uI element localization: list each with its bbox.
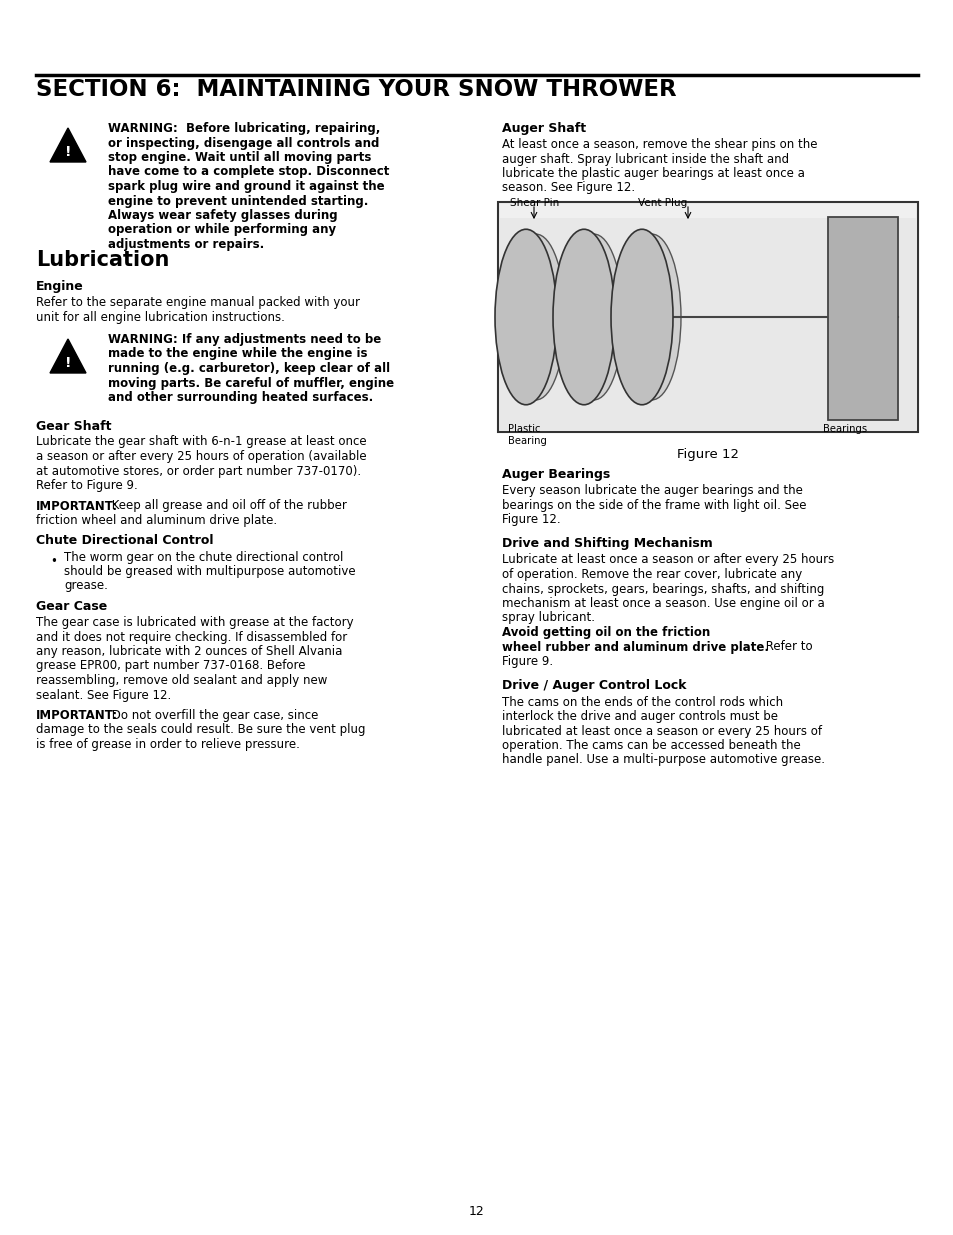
Text: 12: 12 [469,1205,484,1218]
Text: The cams on the ends of the control rods which: The cams on the ends of the control rods… [501,695,782,709]
Text: have come to a complete stop. Disconnect: have come to a complete stop. Disconnect [108,165,389,179]
Text: operation or while performing any: operation or while performing any [108,224,335,236]
Text: lubricated at least once a season or every 25 hours of: lubricated at least once a season or eve… [501,725,821,737]
Text: WARNING: If any adjustments need to be: WARNING: If any adjustments need to be [108,333,381,346]
Bar [827,217,897,420]
Text: should be greased with multipurpose automotive: should be greased with multipurpose auto… [64,564,355,578]
Text: mechanism at least once a season. Use engine oil or a: mechanism at least once a season. Use en… [501,597,824,610]
Text: Bearings: Bearings [822,424,866,433]
Text: Lubricate the gear shaft with 6-n-1 grease at least once: Lubricate the gear shaft with 6-n-1 grea… [36,436,366,448]
Bar [499,219,915,430]
Text: WARNING:  Before lubricating, repairing,: WARNING: Before lubricating, repairing, [108,122,380,135]
Text: Auger Shaft: Auger Shaft [501,122,585,135]
Text: Refer to: Refer to [761,641,812,653]
Polygon shape [50,338,86,373]
Text: At least once a season, remove the shear pins on the: At least once a season, remove the shear… [501,138,817,151]
Text: Plastic
Bearing: Plastic Bearing [507,424,546,446]
Text: Figure 12.: Figure 12. [501,513,560,526]
Text: Avoid getting oil on the friction: Avoid getting oil on the friction [501,626,709,638]
Text: wheel rubber and aluminum drive plate.: wheel rubber and aluminum drive plate. [501,641,768,653]
Text: running (e.g. carburetor), keep clear of all: running (e.g. carburetor), keep clear of… [108,362,390,375]
Text: spark plug wire and ground it against the: spark plug wire and ground it against th… [108,180,384,193]
Ellipse shape [622,235,680,400]
Text: Lubricate at least once a season or after every 25 hours: Lubricate at least once a season or afte… [501,553,833,567]
Text: grease EPR00, part number 737-0168. Before: grease EPR00, part number 737-0168. Befo… [36,659,305,673]
Text: Lubrication: Lubrication [36,249,170,270]
Text: and it does not require checking. If disassembled for: and it does not require checking. If dis… [36,631,347,643]
Text: Chute Directional Control: Chute Directional Control [36,535,213,547]
Text: IMPORTANT:: IMPORTANT: [36,499,118,513]
Text: Drive / Auger Control Lock: Drive / Auger Control Lock [501,679,686,693]
Text: any reason, lubricate with 2 ounces of Shell Alvania: any reason, lubricate with 2 ounces of S… [36,645,342,658]
Text: interlock the drive and auger controls must be: interlock the drive and auger controls m… [501,710,778,722]
Text: •: • [50,555,57,568]
Text: made to the engine while the engine is: made to the engine while the engine is [108,347,367,361]
Text: Figure 9.: Figure 9. [501,655,553,668]
Text: Vent Plug: Vent Plug [638,198,686,207]
Text: a season or after every 25 hours of operation (available: a season or after every 25 hours of oper… [36,450,366,463]
Text: Keep all grease and oil off of the rubber: Keep all grease and oil off of the rubbe… [108,499,347,513]
Text: Engine: Engine [36,280,84,293]
Text: damage to the seals could result. Be sure the vent plug: damage to the seals could result. Be sur… [36,724,365,736]
Text: is free of grease in order to relieve pressure.: is free of grease in order to relieve pr… [36,739,299,751]
Text: spray lubricant.: spray lubricant. [501,611,595,625]
Text: SECTION 6:  MAINTAINING YOUR SNOW THROWER: SECTION 6: MAINTAINING YOUR SNOW THROWER [36,78,676,101]
Text: or inspecting, disengage all controls and: or inspecting, disengage all controls an… [108,137,379,149]
Bar [497,203,917,432]
Text: !: ! [65,144,71,159]
Text: Gear Case: Gear Case [36,600,107,613]
Text: The worm gear on the chute directional control: The worm gear on the chute directional c… [64,551,343,563]
Text: Refer to the separate engine manual packed with your: Refer to the separate engine manual pack… [36,296,359,309]
Text: stop engine. Wait until all moving parts: stop engine. Wait until all moving parts [108,151,371,164]
Text: !: ! [65,356,71,370]
Ellipse shape [564,235,622,400]
Text: auger shaft. Spray lubricant inside the shaft and: auger shaft. Spray lubricant inside the … [501,152,788,165]
Text: adjustments or repairs.: adjustments or repairs. [108,238,264,251]
Text: sealant. See Figure 12.: sealant. See Figure 12. [36,688,172,701]
Text: friction wheel and aluminum drive plate.: friction wheel and aluminum drive plate. [36,514,276,527]
Text: reassembling, remove old sealant and apply new: reassembling, remove old sealant and app… [36,674,327,687]
Text: unit for all engine lubrication instructions.: unit for all engine lubrication instruct… [36,310,285,324]
Text: bearings on the side of the frame with light oil. See: bearings on the side of the frame with l… [501,499,805,511]
Ellipse shape [610,230,672,405]
Text: Every season lubricate the auger bearings and the: Every season lubricate the auger bearing… [501,484,802,496]
Text: Auger Bearings: Auger Bearings [501,468,610,480]
Text: Figure 12: Figure 12 [677,448,739,461]
Text: lubricate the plastic auger bearings at least once a: lubricate the plastic auger bearings at … [501,167,804,180]
Text: season. See Figure 12.: season. See Figure 12. [501,182,635,194]
Text: handle panel. Use a multi-purpose automotive grease.: handle panel. Use a multi-purpose automo… [501,753,824,767]
Text: and other surrounding heated surfaces.: and other surrounding heated surfaces. [108,391,373,404]
Polygon shape [50,128,86,162]
Text: The gear case is lubricated with grease at the factory: The gear case is lubricated with grease … [36,616,354,629]
Text: engine to prevent unintended starting.: engine to prevent unintended starting. [108,194,368,207]
Text: chains, sprockets, gears, bearings, shafts, and shifting: chains, sprockets, gears, bearings, shaf… [501,583,823,595]
Text: at automotive stores, or order part number 737-0170).: at automotive stores, or order part numb… [36,464,361,478]
Text: grease.: grease. [64,579,108,593]
Text: Shear Pin: Shear Pin [510,198,558,207]
Ellipse shape [506,235,564,400]
Ellipse shape [495,230,557,405]
Text: Gear Shaft: Gear Shaft [36,420,112,432]
Text: Do not overfill the gear case, since: Do not overfill the gear case, since [108,709,318,722]
Text: Always wear safety glasses during: Always wear safety glasses during [108,209,337,222]
Text: operation. The cams can be accessed beneath the: operation. The cams can be accessed bene… [501,739,800,752]
Text: Drive and Shifting Mechanism: Drive and Shifting Mechanism [501,537,712,551]
Text: Refer to Figure 9.: Refer to Figure 9. [36,479,137,492]
Text: moving parts. Be careful of muffler, engine: moving parts. Be careful of muffler, eng… [108,377,394,389]
Text: of operation. Remove the rear cover, lubricate any: of operation. Remove the rear cover, lub… [501,568,801,580]
Text: IMPORTANT:: IMPORTANT: [36,709,118,722]
Ellipse shape [553,230,615,405]
